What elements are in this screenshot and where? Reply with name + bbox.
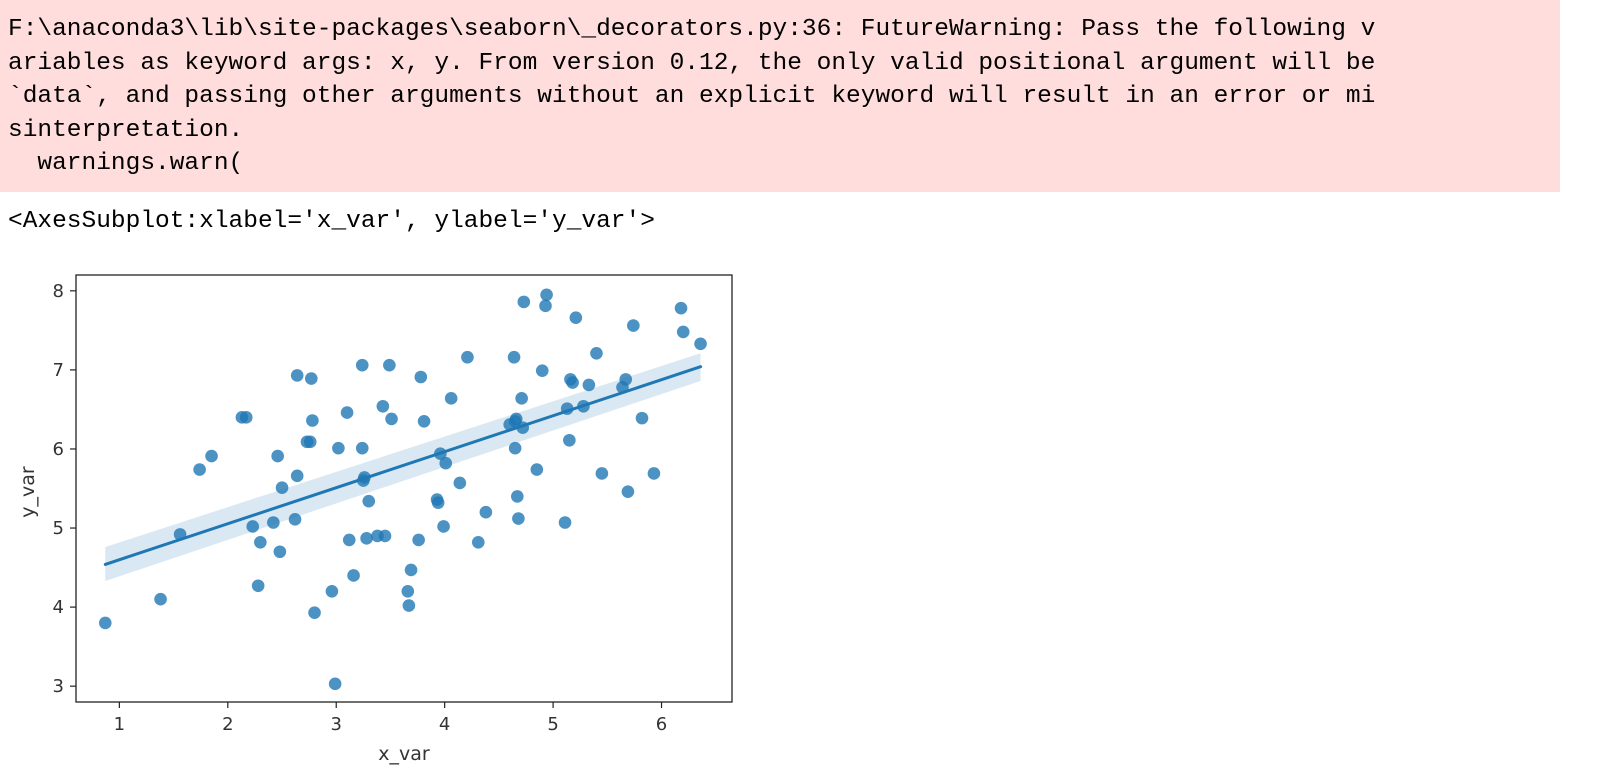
data-point bbox=[273, 545, 287, 559]
data-point bbox=[362, 494, 376, 508]
data-point bbox=[332, 441, 345, 455]
data-point bbox=[507, 350, 521, 364]
data-point bbox=[635, 411, 649, 425]
warning-line: warnings.warn( bbox=[8, 150, 244, 177]
data-point bbox=[267, 516, 280, 529]
data-point bbox=[360, 532, 373, 545]
data-point bbox=[290, 369, 304, 382]
data-point bbox=[511, 490, 524, 503]
data-point bbox=[205, 449, 218, 463]
warning-line: sinterpretation. bbox=[8, 116, 244, 144]
data-point bbox=[619, 373, 633, 386]
data-point bbox=[569, 311, 583, 324]
data-point bbox=[621, 485, 635, 498]
y-tick-label: 7 bbox=[53, 360, 64, 381]
data-point bbox=[342, 533, 356, 547]
data-point bbox=[376, 399, 390, 413]
data-point bbox=[304, 372, 318, 385]
data-point bbox=[647, 467, 661, 480]
data-point bbox=[530, 463, 544, 476]
data-point bbox=[275, 481, 289, 495]
data-point bbox=[355, 358, 369, 372]
data-point bbox=[674, 301, 688, 315]
data-point bbox=[303, 435, 317, 449]
y-tick-label: 8 bbox=[53, 281, 64, 302]
data-point bbox=[355, 441, 369, 455]
data-point bbox=[239, 411, 253, 424]
data-point bbox=[461, 350, 474, 364]
data-point bbox=[254, 535, 267, 549]
scatter-plot-svg: 1 2 3 4 5 6 3 4 5 6 7 8 x_var y_var bbox=[17, 274, 733, 765]
data-point bbox=[414, 370, 428, 384]
y-tick-label: 6 bbox=[53, 439, 64, 460]
data-point bbox=[193, 463, 206, 476]
data-point bbox=[694, 337, 707, 351]
data-point bbox=[512, 512, 525, 525]
data-point bbox=[566, 376, 579, 389]
data-point bbox=[154, 592, 167, 606]
data-point bbox=[444, 392, 458, 405]
data-point bbox=[378, 529, 392, 543]
warning-line: ariables as keyword args: x, y. From ver… bbox=[8, 49, 1376, 77]
x-axis-label: x_var bbox=[378, 743, 430, 765]
data-point bbox=[509, 412, 523, 426]
data-point bbox=[251, 579, 265, 593]
data-point bbox=[290, 469, 304, 483]
data-point bbox=[404, 563, 418, 577]
warning-line: F:\anaconda3\lib\site-packages\seaborn\_… bbox=[8, 16, 1376, 43]
data-point bbox=[563, 433, 576, 447]
data-point bbox=[439, 456, 453, 470]
data-point bbox=[412, 533, 425, 547]
x-tick-label: 2 bbox=[222, 714, 233, 735]
data-point bbox=[535, 364, 549, 377]
regression-line bbox=[103, 365, 703, 566]
y-tick-label: 3 bbox=[53, 676, 64, 697]
data-point bbox=[98, 616, 112, 630]
data-point bbox=[308, 606, 321, 619]
data-point bbox=[417, 414, 431, 428]
data-point bbox=[385, 412, 398, 426]
x-tick-label: 1 bbox=[114, 714, 125, 735]
data-point bbox=[508, 441, 522, 455]
data-point bbox=[471, 535, 485, 549]
data-point bbox=[540, 288, 553, 302]
data-point bbox=[271, 449, 284, 463]
data-point bbox=[582, 378, 596, 392]
data-point bbox=[627, 319, 640, 332]
x-tick-label: 4 bbox=[439, 714, 450, 735]
data-point bbox=[595, 467, 609, 480]
data-point bbox=[325, 584, 339, 598]
x-tick-label: 5 bbox=[547, 714, 558, 735]
data-point bbox=[517, 295, 531, 309]
scatter-plot: 1 2 3 4 5 6 3 4 5 6 7 8 x_var y_var bbox=[0, 258, 760, 778]
axes-repr-output: <AxesSubplot:xlabel='x_var', ylabel='y_v… bbox=[8, 208, 655, 235]
data-point bbox=[453, 476, 467, 490]
data-point bbox=[515, 392, 528, 405]
x-tick-label: 6 bbox=[656, 714, 667, 735]
y-axis-label: y_var bbox=[17, 466, 39, 518]
warning-output: F:\anaconda3\lib\site-packages\seaborn\_… bbox=[0, 0, 1560, 192]
y-tick-label: 4 bbox=[53, 597, 64, 618]
data-point bbox=[383, 358, 396, 372]
data-point bbox=[676, 325, 690, 339]
data-point bbox=[539, 299, 552, 313]
data-point bbox=[402, 599, 416, 612]
data-point bbox=[306, 414, 319, 427]
data-point bbox=[558, 516, 572, 529]
data-point bbox=[479, 505, 493, 519]
data-point bbox=[437, 520, 450, 533]
data-point bbox=[401, 584, 415, 598]
warning-text: F:\anaconda3\lib\site-packages\seaborn\_… bbox=[8, 13, 1560, 181]
axes-frame bbox=[75, 274, 733, 703]
warning-line: `data`, and passing other arguments with… bbox=[8, 83, 1376, 110]
data-point bbox=[347, 569, 360, 582]
y-tick-label: 5 bbox=[53, 518, 64, 539]
data-point bbox=[246, 520, 260, 533]
data-point bbox=[590, 346, 603, 360]
data-point bbox=[288, 513, 302, 526]
x-tick-label: 3 bbox=[331, 714, 342, 735]
data-point bbox=[431, 496, 445, 510]
data-point bbox=[328, 677, 342, 691]
data-point bbox=[340, 406, 354, 419]
